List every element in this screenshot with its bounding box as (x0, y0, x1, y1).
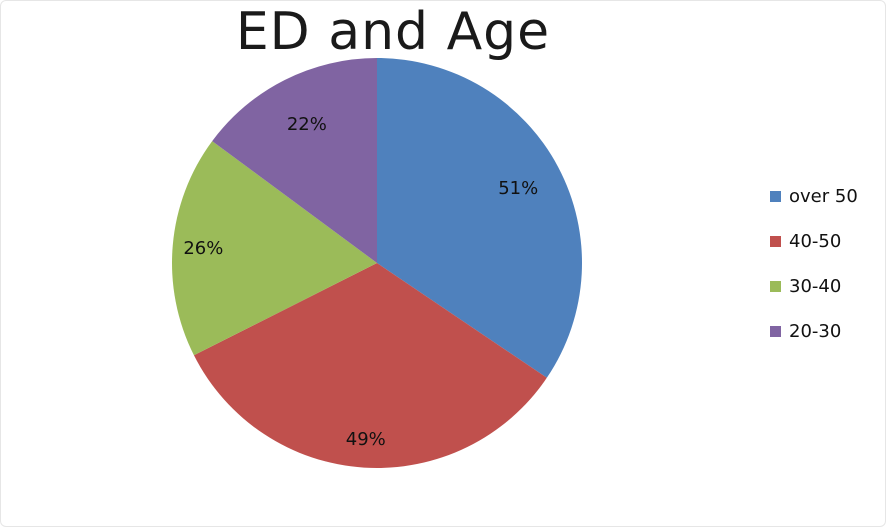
chart-title: ED and Age (235, 2, 551, 62)
legend-item-30-40: 30-40 (770, 275, 858, 297)
legend-item-40-50: 40-50 (770, 230, 858, 252)
data-label-40-50: 49% (346, 429, 386, 450)
legend-label-30-40: 30-40 (789, 275, 842, 297)
pie-slice-40-50 (193, 263, 547, 468)
legend-item-20-30: 20-30 (770, 320, 858, 342)
pie-slice-over-50 (377, 58, 583, 378)
legend: over 50 40-50 30-40 20-30 (770, 185, 858, 365)
legend-label-20-30: 20-30 (789, 320, 842, 342)
legend-item-over-50: over 50 (770, 185, 858, 207)
legend-swatch-over-50 (770, 190, 781, 202)
data-label-20-30: 22% (287, 114, 327, 135)
pie-labels: 51% 49% 26% 22% (183, 114, 538, 450)
pie-slice-20-30 (212, 57, 377, 263)
legend-label-40-50: 40-50 (789, 230, 842, 252)
data-label-30-40: 26% (183, 238, 223, 259)
legend-label-over-50: over 50 (789, 185, 858, 207)
legend-swatch-30-40 (770, 280, 781, 292)
legend-swatch-20-30 (770, 325, 781, 337)
legend-swatch-40-50 (770, 235, 781, 247)
data-label-over-50: 51% (498, 178, 538, 199)
pie-slice-30-40 (171, 141, 377, 356)
pie-slices (171, 57, 583, 468)
